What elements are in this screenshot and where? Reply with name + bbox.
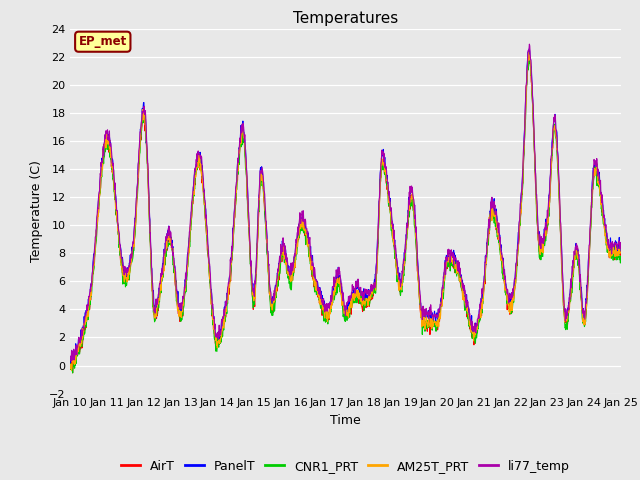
AirT <box>189 199 197 204</box>
li77_temp <box>67 355 74 360</box>
AM25T_PRT <box>68 368 76 373</box>
CNR1_PRT <box>67 361 74 367</box>
CNR1_PRT <box>69 370 77 376</box>
CNR1_PRT <box>525 55 532 61</box>
Line: CNR1_PRT: CNR1_PRT <box>70 58 621 373</box>
li77_temp <box>504 290 511 296</box>
AirT <box>431 320 439 325</box>
AM25T_PRT <box>552 135 560 141</box>
AM25T_PRT <box>504 298 511 303</box>
Line: AM25T_PRT: AM25T_PRT <box>70 52 621 371</box>
li77_temp <box>176 306 184 312</box>
PanelT <box>552 127 559 133</box>
PanelT <box>189 194 196 200</box>
li77_temp <box>189 184 197 190</box>
li77_temp <box>251 278 259 284</box>
Title: Temperatures: Temperatures <box>293 11 398 26</box>
AirT <box>552 134 560 140</box>
PanelT <box>175 307 183 312</box>
AM25T_PRT <box>189 189 197 194</box>
CNR1_PRT <box>251 295 259 300</box>
Legend: AirT, PanelT, CNR1_PRT, AM25T_PRT, li77_temp: AirT, PanelT, CNR1_PRT, AM25T_PRT, li77_… <box>116 455 575 478</box>
li77_temp <box>552 127 560 132</box>
li77_temp <box>617 242 625 248</box>
AirT <box>67 366 74 372</box>
PanelT <box>67 361 74 367</box>
CNR1_PRT <box>504 297 511 302</box>
Line: li77_temp: li77_temp <box>70 44 621 361</box>
PanelT <box>617 247 625 253</box>
Y-axis label: Temperature (C): Temperature (C) <box>31 160 44 262</box>
AM25T_PRT <box>525 49 532 55</box>
CNR1_PRT <box>617 253 625 259</box>
CNR1_PRT <box>552 136 560 142</box>
AirT <box>617 253 625 259</box>
Line: AirT: AirT <box>70 53 621 373</box>
li77_temp <box>431 312 439 318</box>
Text: EP_met: EP_met <box>79 35 127 48</box>
PanelT <box>250 286 258 292</box>
PanelT <box>525 46 533 52</box>
AM25T_PRT <box>251 294 259 300</box>
AM25T_PRT <box>67 366 74 372</box>
PanelT <box>503 287 511 293</box>
X-axis label: Time: Time <box>330 414 361 427</box>
AM25T_PRT <box>431 319 439 325</box>
li77_temp <box>67 358 75 364</box>
AirT <box>504 307 511 312</box>
CNR1_PRT <box>431 322 439 328</box>
AirT <box>69 370 77 376</box>
AM25T_PRT <box>176 311 184 316</box>
Line: PanelT: PanelT <box>70 49 621 364</box>
CNR1_PRT <box>176 312 184 318</box>
AM25T_PRT <box>617 250 625 255</box>
AirT <box>525 50 533 56</box>
li77_temp <box>525 41 533 47</box>
CNR1_PRT <box>189 197 197 203</box>
PanelT <box>431 312 439 318</box>
AirT <box>176 319 184 324</box>
AirT <box>251 304 259 310</box>
